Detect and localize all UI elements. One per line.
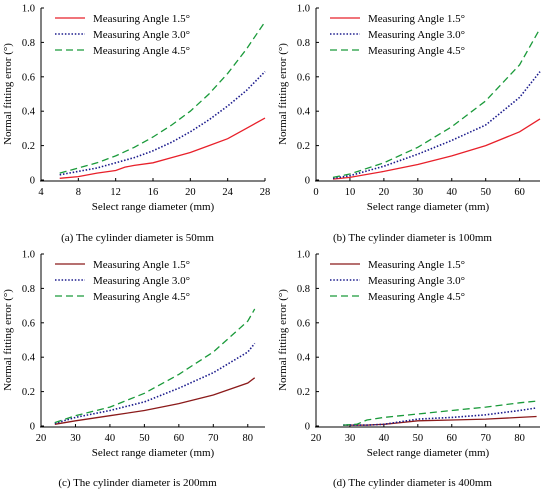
chart-caption-d: (d) The cylinder diameter is 400mm: [333, 477, 492, 489]
y-tick-label: 1.0: [297, 4, 310, 15]
y-tick-label: 0.2: [22, 387, 35, 398]
legend-label-1: Measuring Angle 1.5°: [368, 13, 465, 25]
chart-svg-c: 0 0.2 0.4 0.6 0.8 1.0 20 30 40 50 60 70 80 Select ran…: [2, 250, 265, 459]
x-tick-label: 20: [379, 187, 390, 198]
y-axis-label: Normal fitting error (°): [2, 289, 14, 391]
y-tick-label: 1.0: [22, 250, 35, 261]
y-tick-label: 0: [30, 422, 35, 433]
series-line-3: [332, 28, 541, 179]
x-tick-label: 12: [110, 187, 121, 198]
chart-caption-c: (c) The cylinder diameter is 200mm: [58, 477, 217, 489]
series-line-1: [332, 118, 541, 180]
series-line-1: [54, 377, 256, 425]
x-tick-label: 40: [105, 433, 116, 444]
x-tick-label: 10: [345, 187, 356, 198]
chart-svg-a: 0 0.2 0.4 0.6 0.8 1.0 4 8 12 16 20 24 28 Select range…: [2, 4, 271, 214]
legend-label-2: Measuring Angle 3.0°: [368, 275, 465, 287]
x-tick-label: 20: [185, 187, 196, 198]
x-tick-label: 50: [139, 433, 150, 444]
series-line-2: [332, 71, 541, 180]
y-tick-label: 1.0: [22, 4, 35, 15]
x-tick-label: 70: [480, 433, 491, 444]
y-axis-label: Normal fitting error (°): [277, 289, 289, 391]
series-line-3: [59, 21, 266, 174]
legend-label-2: Measuring Angle 3.0°: [93, 29, 190, 41]
x-tick-label: 24: [222, 187, 233, 198]
x-axis-label: Select range diameter (mm): [92, 201, 215, 213]
x-tick-label: 4: [38, 187, 44, 198]
chart-panel-d: 0 0.2 0.4 0.6 0.8 1.0 20 30 40 50 60 70 80 Select ran…: [275, 246, 550, 492]
x-tick-label: 80: [243, 433, 254, 444]
y-tick-label: 0.8: [22, 38, 35, 49]
x-tick-label: 0: [313, 187, 318, 198]
y-tick-label: 0.2: [297, 387, 310, 398]
x-tick-label: 50: [480, 187, 491, 198]
chart-svg-b: 0 0.2 0.4 0.6 0.8 1.0 0 10 20 30 40 50 60 Select rang…: [277, 4, 541, 213]
x-tick-label: 60: [447, 433, 458, 444]
x-tick-label: 30: [345, 433, 356, 444]
x-tick-label: 40: [447, 187, 458, 198]
y-tick-label: 0.2: [22, 141, 35, 152]
chart-panel-b: 0 0.2 0.4 0.6 0.8 1.0 0 10 20 30 40 50 60 Select rang…: [275, 0, 550, 246]
x-tick-label: 28: [260, 187, 271, 198]
y-axis-label: Normal fitting error (°): [2, 43, 14, 145]
x-tick-label: 30: [70, 433, 81, 444]
x-tick-label: 40: [379, 433, 390, 444]
y-tick-label: 0.8: [297, 284, 310, 295]
chart-caption-b: (b) The cylinder diameter is 100mm: [333, 232, 492, 244]
legend-label-3: Measuring Angle 4.5°: [93, 45, 190, 57]
legend-label-1: Measuring Angle 1.5°: [368, 259, 465, 271]
y-tick-label: 0.4: [22, 353, 36, 364]
y-tick-label: 0.4: [297, 107, 311, 118]
x-axis-label: Select range diameter (mm): [367, 447, 490, 459]
x-tick-label: 50: [413, 433, 424, 444]
y-tick-label: 0.4: [297, 353, 311, 364]
y-tick-label: 1.0: [297, 250, 310, 261]
x-axis-label: Select range diameter (mm): [367, 201, 490, 213]
series-line-1: [59, 117, 266, 179]
x-tick-label: 20: [311, 433, 322, 444]
x-tick-label: 8: [76, 187, 81, 198]
legend-label-3: Measuring Angle 4.5°: [368, 291, 465, 303]
y-tick-label: 0: [305, 176, 310, 187]
x-tick-label: 30: [413, 187, 424, 198]
y-tick-label: 0.4: [22, 107, 36, 118]
y-tick-label: 0.8: [297, 38, 310, 49]
x-tick-label: 20: [36, 433, 47, 444]
legend-label-2: Measuring Angle 3.0°: [93, 275, 190, 287]
y-tick-label: 0.6: [297, 72, 310, 83]
x-tick-label: 16: [148, 187, 159, 198]
x-tick-label: 70: [208, 433, 219, 444]
x-tick-label: 80: [514, 433, 525, 444]
y-tick-label: 0.6: [297, 318, 310, 329]
chart-svg-d: 0 0.2 0.4 0.6 0.8 1.0 20 30 40 50 60 70 80 Select ran…: [277, 250, 540, 459]
y-axis-label: Normal fitting error (°): [277, 43, 289, 145]
series-line-2: [54, 342, 256, 425]
chart-caption-a: (a) The cylinder diameter is 50mm: [61, 232, 214, 244]
y-tick-label: 0: [30, 176, 35, 187]
series-line-2: [343, 407, 537, 426]
y-tick-label: 0: [305, 422, 310, 433]
series-line-1: [343, 415, 537, 426]
legend-label-3: Measuring Angle 4.5°: [93, 291, 190, 303]
legend-label-2: Measuring Angle 3.0°: [368, 29, 465, 41]
y-tick-label: 0.2: [297, 141, 310, 152]
chart-panel-c: 0 0.2 0.4 0.6 0.8 1.0 20 30 40 50 60 70 80 Select ran…: [0, 246, 275, 492]
legend-label-1: Measuring Angle 1.5°: [93, 13, 190, 25]
series-line-3: [54, 308, 256, 424]
chart-panel-a: 0 0.2 0.4 0.6 0.8 1.0 4 8 12 16 20 24 28 Select range…: [0, 0, 275, 246]
x-axis-label: Select range diameter (mm): [92, 447, 215, 459]
y-tick-label: 0.8: [22, 284, 35, 295]
legend-label-3: Measuring Angle 4.5°: [368, 45, 465, 57]
series-line-2: [59, 71, 266, 176]
x-tick-label: 60: [174, 433, 185, 444]
y-tick-label: 0.6: [22, 72, 35, 83]
x-tick-label: 60: [514, 187, 525, 198]
legend-label-1: Measuring Angle 1.5°: [93, 259, 190, 271]
y-tick-label: 0.6: [22, 318, 35, 329]
series-line-3: [343, 400, 537, 426]
